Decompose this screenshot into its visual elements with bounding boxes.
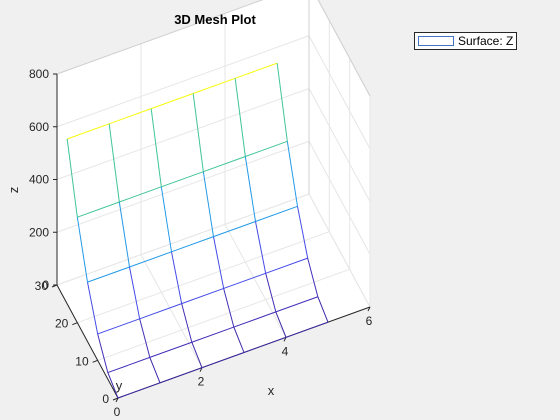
- y-tick: [72, 323, 77, 325]
- z-tick-label: 0: [42, 278, 49, 292]
- chart-title: 3D Mesh Plot: [174, 12, 256, 27]
- z-tick-label: 200: [29, 225, 49, 239]
- x-tick-label: 4: [282, 344, 289, 358]
- y-axis-label: y: [116, 378, 123, 393]
- legend-swatch-icon: [418, 36, 454, 46]
- legend[interactable]: Surface: Z: [414, 32, 517, 50]
- z-axis-label: z: [6, 187, 21, 194]
- x-tick-label: 2: [198, 375, 205, 389]
- y-tick-label: 0: [102, 392, 109, 406]
- z-tick-label: 400: [29, 173, 49, 187]
- y-tick: [93, 360, 98, 362]
- x-tick-label: 6: [366, 314, 373, 328]
- y-tick-label: 10: [75, 354, 89, 368]
- z-tick-label: 800: [29, 67, 49, 81]
- y-tick-label: 20: [55, 317, 69, 331]
- z-tick-label: 600: [29, 120, 49, 134]
- x-tick-label: 0: [114, 405, 121, 419]
- x-axis-label: x: [268, 383, 275, 398]
- legend-label: Surface: Z: [458, 34, 513, 48]
